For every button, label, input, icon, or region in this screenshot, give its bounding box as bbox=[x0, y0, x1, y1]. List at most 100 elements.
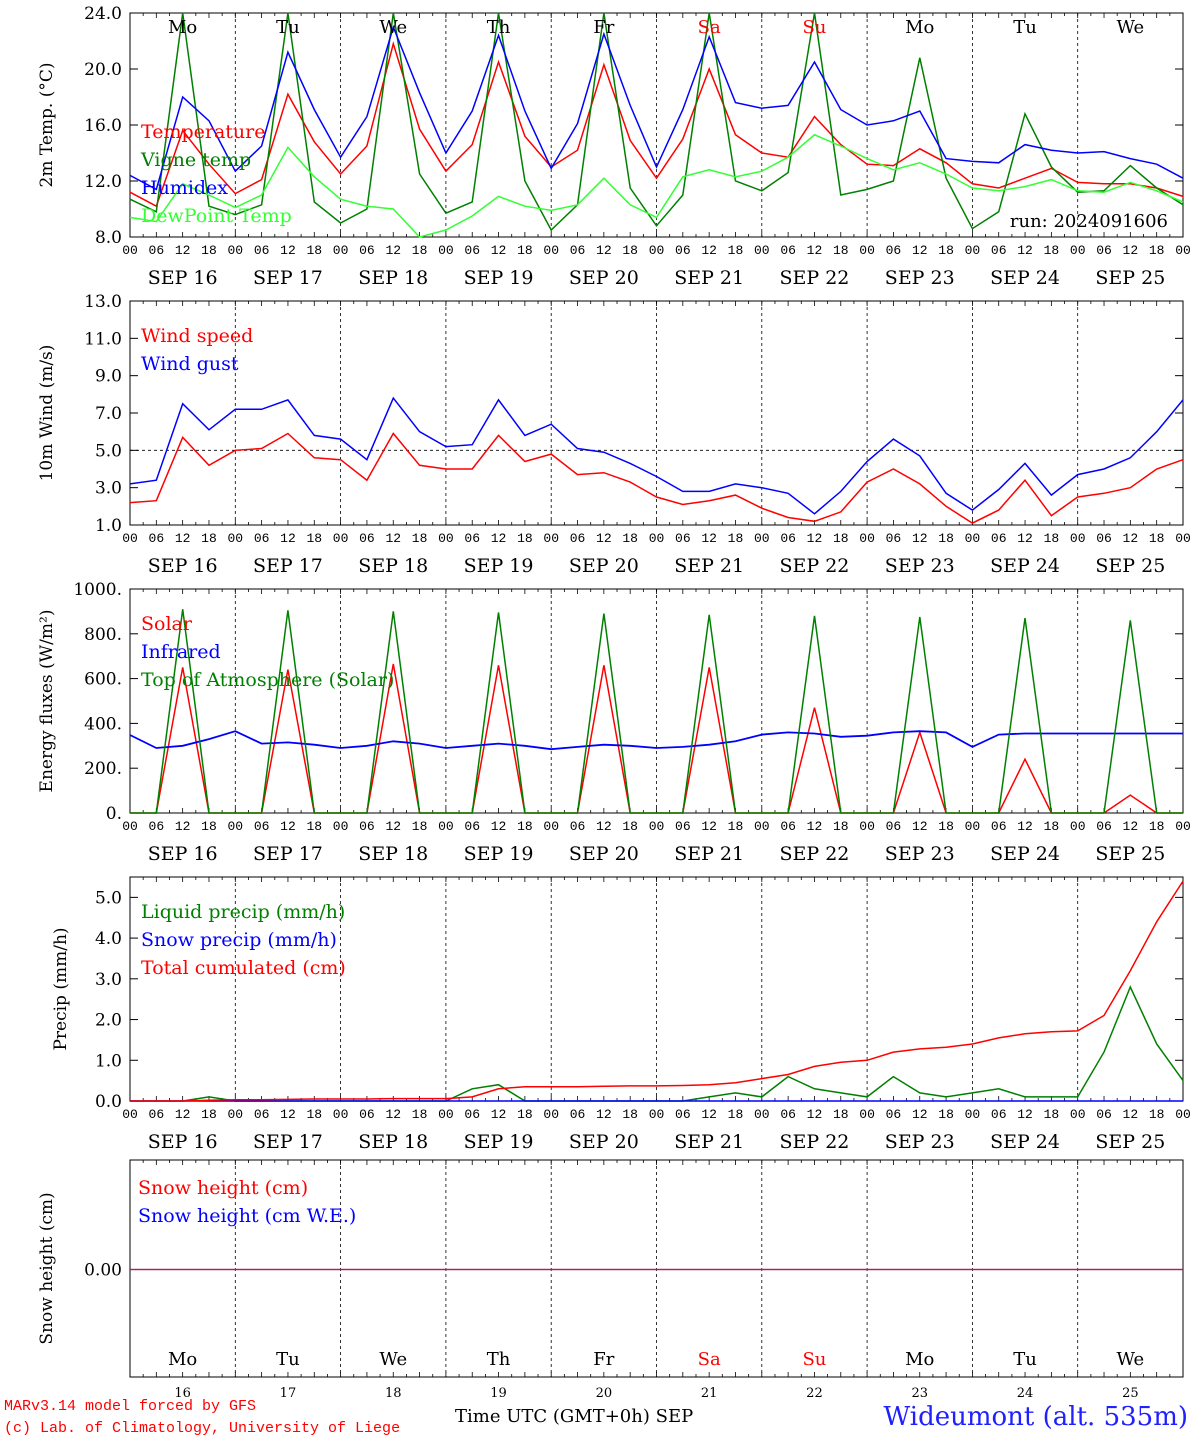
legend-entry: Wind gust bbox=[141, 353, 239, 375]
hour-tick-label: 06 bbox=[886, 1107, 902, 1122]
day-number: 16 bbox=[174, 1386, 191, 1401]
hour-tick-label: 12 bbox=[1017, 243, 1033, 258]
hour-tick-label: 00 bbox=[122, 819, 138, 834]
hour-tick-label: 00 bbox=[122, 531, 138, 546]
hour-tick-label: 18 bbox=[201, 1107, 217, 1122]
legend-entry: Total cumulated (cm) bbox=[141, 957, 346, 979]
y-tick-label: 11.0 bbox=[84, 329, 122, 349]
hour-tick-label: 00 bbox=[1070, 243, 1086, 258]
hour-tick-label: 18 bbox=[938, 819, 954, 834]
weekday-label: We bbox=[1117, 17, 1145, 38]
hour-tick-label: 06 bbox=[991, 819, 1007, 834]
y-tick-label: 200. bbox=[84, 759, 122, 779]
hour-tick-label: 00 bbox=[754, 819, 770, 834]
hour-tick-label: 18 bbox=[833, 243, 849, 258]
series-line-total-cumulated-cm- bbox=[130, 880, 1184, 1102]
y-tick-label: 4.0 bbox=[95, 929, 122, 949]
date-label: SEP 19 bbox=[464, 267, 534, 289]
hour-tick-label: 00 bbox=[122, 243, 138, 258]
date-label: SEP 24 bbox=[990, 843, 1060, 865]
date-label: SEP 21 bbox=[674, 267, 744, 289]
hour-tick-label: 18 bbox=[306, 243, 322, 258]
date-label: SEP 24 bbox=[990, 555, 1060, 577]
hour-tick-label: 12 bbox=[912, 819, 928, 834]
hour-tick-label: 18 bbox=[833, 819, 849, 834]
hour-tick-label: 12 bbox=[596, 819, 612, 834]
hour-tick-label: 00 bbox=[859, 531, 875, 546]
hour-tick-label: 06 bbox=[886, 531, 902, 546]
hour-tick-label: 12 bbox=[491, 819, 507, 834]
date-label: SEP 17 bbox=[253, 1131, 323, 1153]
hour-tick-label: 12 bbox=[807, 1107, 823, 1122]
y-tick-label: 9.0 bbox=[95, 367, 122, 387]
y-tick-label: 600. bbox=[84, 670, 122, 690]
hour-tick-label: 06 bbox=[675, 819, 691, 834]
hour-tick-label: 06 bbox=[780, 531, 796, 546]
weekday-label: Tu bbox=[1013, 17, 1037, 38]
hour-tick-label: 12 bbox=[1123, 243, 1139, 258]
y-axis-label: Precip (mm/h) bbox=[51, 927, 71, 1050]
hour-tick-label: 18 bbox=[938, 243, 954, 258]
hour-tick-label: 12 bbox=[912, 1107, 928, 1122]
hour-tick-label: 12 bbox=[385, 243, 401, 258]
hour-tick-label: 00 bbox=[649, 1107, 665, 1122]
hour-tick-label: 00 bbox=[438, 243, 454, 258]
hour-tick-label: 12 bbox=[912, 243, 928, 258]
hour-tick-label: 12 bbox=[385, 1107, 401, 1122]
hour-tick-label: 06 bbox=[675, 243, 691, 258]
y-axis-label: 10m Wind (m/s) bbox=[37, 345, 57, 482]
hour-tick-label: 12 bbox=[1123, 1107, 1139, 1122]
hour-tick-label: 12 bbox=[280, 531, 296, 546]
panel-frame bbox=[129, 300, 1184, 526]
hour-tick-label: 12 bbox=[385, 531, 401, 546]
y-tick-label: 8.0 bbox=[95, 228, 122, 248]
hour-tick-label: 18 bbox=[306, 819, 322, 834]
series-line-wind-gust bbox=[129, 396, 1184, 515]
time-axis-text: Time UTC (GMT+0h) bbox=[455, 1406, 650, 1427]
hour-tick-label: 18 bbox=[1149, 819, 1165, 834]
hour-tick-label: 00 bbox=[1070, 1107, 1086, 1122]
legend-entry: DewPoint Temp bbox=[141, 205, 292, 227]
hour-tick-label: 06 bbox=[254, 531, 270, 546]
hour-tick-label: 00 bbox=[649, 243, 665, 258]
hour-tick-label: 06 bbox=[254, 819, 270, 834]
hour-tick-label: 12 bbox=[807, 819, 823, 834]
model-credit: MARv3.14 model forced by GFS bbox=[4, 1398, 257, 1415]
series-line-wind-speed bbox=[129, 432, 1184, 524]
y-tick-label: 0. bbox=[106, 804, 122, 824]
hour-tick-label: 00 bbox=[1175, 1107, 1191, 1122]
hour-tick-label: 12 bbox=[1123, 819, 1139, 834]
hour-tick-label: 12 bbox=[280, 1107, 296, 1122]
weekday-label: We bbox=[379, 1349, 407, 1370]
hour-tick-label: 18 bbox=[622, 819, 638, 834]
hour-tick-label: 12 bbox=[280, 243, 296, 258]
hour-tick-label: 12 bbox=[491, 1107, 507, 1122]
date-label: SEP 25 bbox=[1095, 555, 1165, 577]
y-tick-label: 16.0 bbox=[84, 116, 122, 136]
y-tick-label: 400. bbox=[84, 714, 122, 734]
series-line-vigne-temp bbox=[129, 12, 1184, 232]
hour-tick-label: 06 bbox=[254, 1107, 270, 1122]
hour-tick-label: 18 bbox=[412, 243, 428, 258]
hour-tick-label: 18 bbox=[728, 819, 744, 834]
hour-tick-label: 18 bbox=[1044, 1107, 1060, 1122]
hour-tick-label: 06 bbox=[1096, 243, 1112, 258]
legend-entry: Vigne temp bbox=[140, 149, 251, 171]
hour-tick-label: 06 bbox=[991, 531, 1007, 546]
hour-tick-label: 06 bbox=[149, 531, 165, 546]
hour-tick-label: 18 bbox=[201, 819, 217, 834]
hour-tick-label: 12 bbox=[280, 819, 296, 834]
hour-tick-label: 00 bbox=[227, 243, 243, 258]
date-label: SEP 21 bbox=[674, 555, 744, 577]
hour-tick-label: 12 bbox=[1017, 531, 1033, 546]
y-tick-label: 3.0 bbox=[95, 970, 122, 990]
hour-tick-label: 06 bbox=[464, 243, 480, 258]
station-name: Wideumont (alt. 535m) bbox=[883, 1402, 1188, 1432]
hour-tick-label: 06 bbox=[991, 1107, 1007, 1122]
y-tick-label: 0.0 bbox=[95, 1092, 122, 1112]
legend-entry: Snow precip (mm/h) bbox=[141, 929, 337, 951]
hour-tick-label: 06 bbox=[359, 1107, 375, 1122]
date-label: SEP 19 bbox=[464, 555, 534, 577]
hour-tick-label: 00 bbox=[543, 531, 559, 546]
day-number: 18 bbox=[385, 1386, 402, 1401]
